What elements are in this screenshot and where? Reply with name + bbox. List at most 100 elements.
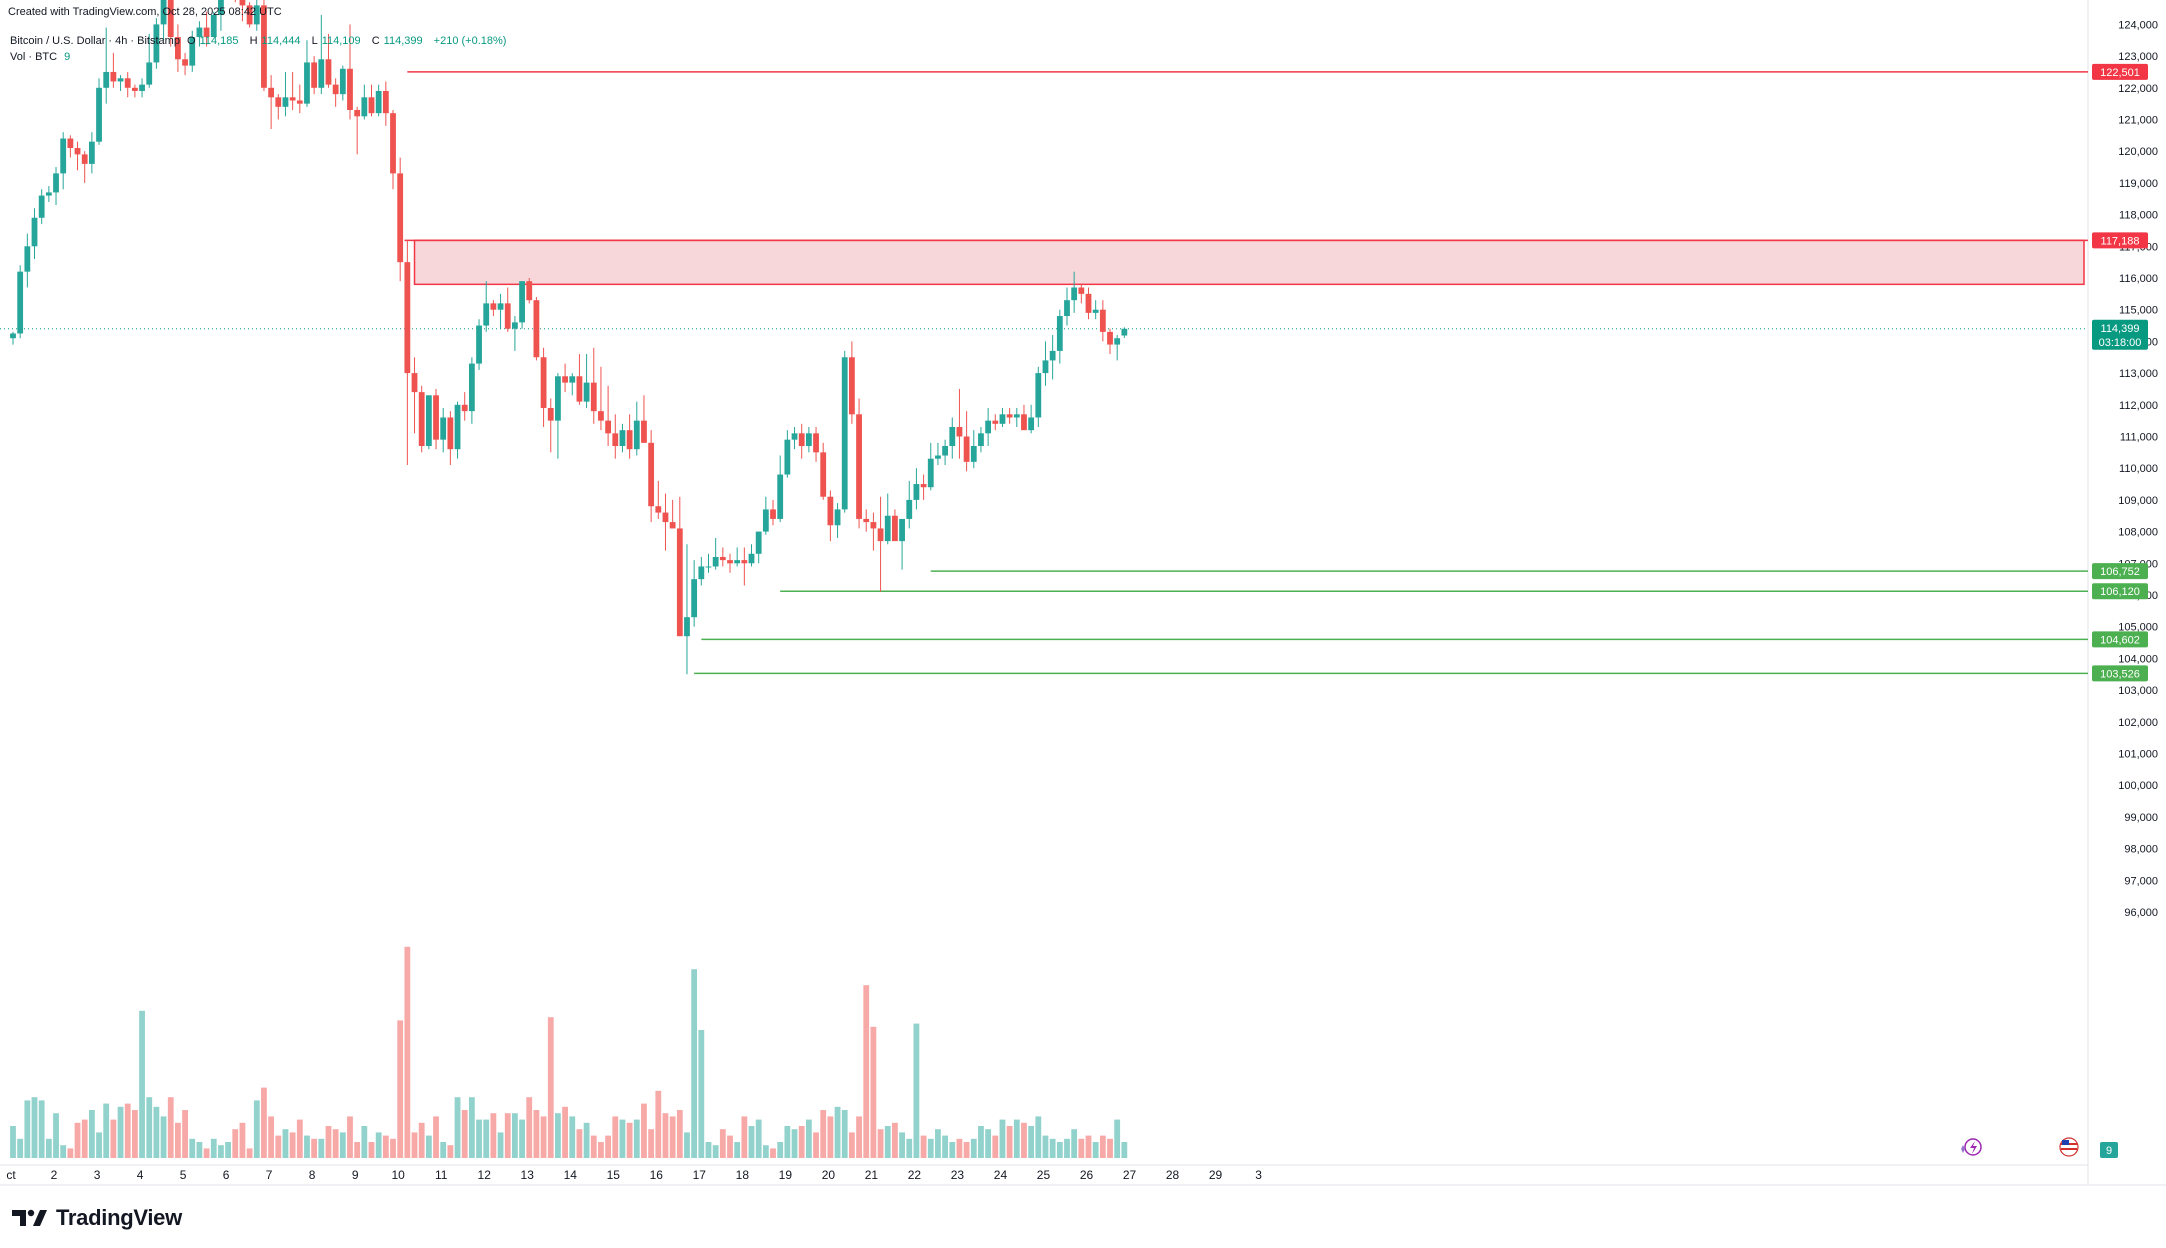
candle-body[interactable] <box>605 420 612 434</box>
candle-body[interactable] <box>74 148 81 155</box>
candle-body[interactable] <box>418 392 425 447</box>
candle-body[interactable] <box>956 426 963 437</box>
candle-body[interactable] <box>182 59 188 66</box>
candle-body[interactable] <box>1013 414 1020 418</box>
candle-body[interactable] <box>856 414 862 519</box>
candle-body[interactable] <box>748 553 755 564</box>
candle-body[interactable] <box>81 154 88 164</box>
candle-body[interactable] <box>504 303 511 329</box>
candle-body[interactable] <box>38 195 45 218</box>
symbol-title[interactable]: Bitcoin / U.S. Dollar · 4h · Bitstamp <box>10 35 180 47</box>
candle-body[interactable] <box>476 325 482 364</box>
candle-body[interactable] <box>519 281 525 323</box>
candle-body[interactable] <box>382 90 389 114</box>
candle-body[interactable] <box>899 518 905 542</box>
candle-body[interactable] <box>1049 350 1056 361</box>
candle-body[interactable] <box>884 515 891 542</box>
candle-body[interactable] <box>218 0 224 15</box>
candle-body[interactable] <box>540 357 547 408</box>
candle-body[interactable] <box>361 97 368 117</box>
candle-body[interactable] <box>698 566 705 580</box>
candle-body[interactable] <box>985 420 992 434</box>
candle-body[interactable] <box>676 528 683 637</box>
candle-body[interactable] <box>791 433 798 440</box>
candle-body[interactable] <box>275 97 282 107</box>
candle-body[interactable] <box>411 373 418 393</box>
resistance-zone[interactable] <box>413 239 2085 286</box>
candle-body[interactable] <box>483 303 490 326</box>
candle-body[interactable] <box>447 417 454 450</box>
candle-body[interactable] <box>454 404 461 450</box>
candle-body[interactable] <box>196 27 203 38</box>
candle-body[interactable] <box>1121 328 1128 336</box>
candle-body[interactable] <box>368 97 375 114</box>
candle-body[interactable] <box>1107 331 1113 345</box>
candle-body[interactable] <box>820 452 827 497</box>
candle-body[interactable] <box>777 474 784 519</box>
candle-body[interactable] <box>45 192 52 196</box>
candle-body[interactable] <box>935 455 941 459</box>
candle-body[interactable] <box>1071 287 1078 301</box>
candle-body[interactable] <box>949 426 956 447</box>
candle-body[interactable] <box>870 522 877 529</box>
candle-body[interactable] <box>547 407 554 421</box>
candle-body[interactable] <box>282 97 289 107</box>
candle-body[interactable] <box>633 420 640 450</box>
candle-body[interactable] <box>1092 309 1099 313</box>
candle-body[interactable] <box>877 528 884 542</box>
candle-body[interactable] <box>246 5 253 25</box>
candle-body[interactable] <box>440 417 447 440</box>
candle-body[interactable] <box>131 87 138 91</box>
candle-body[interactable] <box>999 414 1006 424</box>
candle-body[interactable] <box>684 617 690 637</box>
candle-body[interactable] <box>1078 287 1085 294</box>
candle-body[interactable] <box>210 14 217 38</box>
candle-body[interactable] <box>526 281 533 301</box>
candle-body[interactable] <box>60 138 67 174</box>
candle-body[interactable] <box>88 141 95 164</box>
candle-body[interactable] <box>203 27 210 38</box>
candle-body[interactable] <box>612 433 619 447</box>
candle-body[interactable] <box>1021 414 1027 431</box>
candle-body[interactable] <box>920 484 927 488</box>
candle-body[interactable] <box>712 556 719 567</box>
candle-body[interactable] <box>927 458 934 488</box>
candle-body[interactable] <box>24 246 31 272</box>
candle-body[interactable] <box>827 496 834 526</box>
candle-body[interactable] <box>1085 293 1092 313</box>
candle-body[interactable] <box>390 113 396 174</box>
candle-body[interactable] <box>1114 338 1121 345</box>
candle-body[interactable] <box>347 68 353 110</box>
candle-body[interactable] <box>1028 417 1035 431</box>
candle-body[interactable] <box>569 376 576 383</box>
candle-body[interactable] <box>913 484 920 500</box>
candle-body[interactable] <box>1035 373 1042 418</box>
candle-body[interactable] <box>17 271 24 334</box>
candle-body[interactable] <box>268 87 275 98</box>
candle-body[interactable] <box>375 90 382 114</box>
candle-body[interactable] <box>96 87 102 142</box>
candle-body[interactable] <box>512 322 518 329</box>
candle-body[interactable] <box>691 579 698 618</box>
candle-body[interactable] <box>784 439 791 475</box>
candle-body[interactable] <box>433 395 439 440</box>
candle-body[interactable] <box>67 138 74 149</box>
candle-body[interactable] <box>727 560 733 564</box>
candle-body[interactable] <box>311 62 318 88</box>
candle-body[interactable] <box>261 5 267 88</box>
candle-body[interactable] <box>461 404 468 412</box>
candle-body[interactable] <box>648 442 655 507</box>
candle-body[interactable] <box>992 420 999 424</box>
candle-body[interactable] <box>339 68 346 95</box>
candle-body[interactable] <box>253 5 260 25</box>
candle-body[interactable] <box>590 382 597 412</box>
candle-body[interactable] <box>175 37 181 60</box>
candle-body[interactable] <box>31 217 38 247</box>
candle-body[interactable] <box>662 512 669 523</box>
candle-body[interactable] <box>304 62 310 104</box>
candle-body[interactable] <box>892 515 898 542</box>
candle-body[interactable] <box>53 173 59 193</box>
candle-body[interactable] <box>626 430 633 450</box>
candle-body[interactable] <box>354 109 361 117</box>
